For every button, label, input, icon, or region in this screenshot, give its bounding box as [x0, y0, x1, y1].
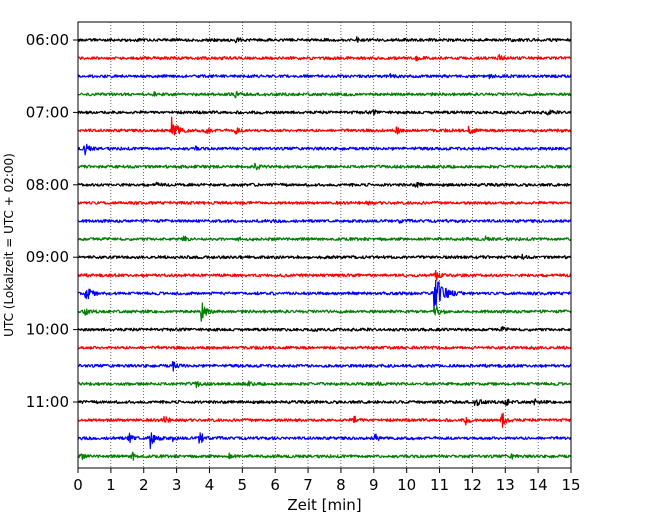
- seismic-trace: [77, 432, 572, 450]
- ticks-layer: 0 1 2 3 4 5 6 7 8 9 10 11 12 13 14 1506:0007:0008:0009:…: [26, 31, 581, 494]
- seismic-trace: [77, 200, 572, 206]
- seismic-trace: [77, 72, 572, 80]
- x-tick-label: 13: [496, 476, 515, 494]
- seismic-trace: [77, 90, 572, 99]
- seismic-trace: [77, 53, 572, 62]
- x-tick-label: 7: [303, 476, 313, 494]
- seismic-trace: [77, 412, 572, 428]
- grid-layer: [110, 22, 539, 468]
- traces-layer: [77, 36, 572, 461]
- x-tick-label: 10: [397, 476, 416, 494]
- seismic-trace: [77, 398, 572, 407]
- seismic-trace: [77, 109, 572, 116]
- seismic-trace: [77, 253, 572, 260]
- seismic-trace: [77, 302, 572, 322]
- seismic-trace: [77, 218, 572, 224]
- seismic-trace: [77, 380, 572, 389]
- seismic-trace: [77, 116, 572, 136]
- seismic-trace: [77, 181, 572, 188]
- y-tick-label: 11:00: [26, 393, 69, 411]
- seismic-trace: [77, 360, 572, 372]
- x-tick-label: 8: [336, 476, 346, 494]
- seismic-trace: [77, 345, 572, 351]
- y-tick-label: 07:00: [26, 103, 69, 121]
- seismic-trace: [77, 326, 572, 332]
- x-tick-label: 2: [139, 476, 149, 494]
- x-tick-label: 5: [238, 476, 248, 494]
- y-axis-label: UTC (Lokalzeit = UTC + 02:00): [2, 153, 16, 337]
- y-tick-label: 06:00: [26, 31, 69, 49]
- seismic-trace: [77, 36, 572, 44]
- seismic-trace: [77, 143, 572, 156]
- x-tick-label: 9: [369, 476, 379, 494]
- y-tick-label: 09:00: [26, 248, 69, 266]
- x-axis-label: Zeit [min]: [287, 496, 361, 514]
- x-tick-label: 14: [529, 476, 548, 494]
- seismic-trace: [77, 235, 572, 242]
- x-tick-label: 12: [463, 476, 482, 494]
- x-tick-label: 15: [561, 476, 580, 494]
- x-tick-label: 6: [270, 476, 280, 494]
- x-tick-label: 11: [430, 476, 449, 494]
- seismic-trace: [77, 162, 572, 171]
- x-tick-label: 3: [172, 476, 182, 494]
- seismic-trace: [77, 279, 572, 314]
- y-tick-label: 08:00: [26, 176, 69, 194]
- seismic-trace: [77, 269, 572, 281]
- x-tick-label: 4: [205, 476, 215, 494]
- x-tick-label: 1: [106, 476, 116, 494]
- seismic-trace: [77, 451, 572, 461]
- x-tick-label: 0: [73, 476, 83, 494]
- plot-frame: [77, 21, 572, 469]
- y-tick-label: 10:00: [26, 321, 69, 339]
